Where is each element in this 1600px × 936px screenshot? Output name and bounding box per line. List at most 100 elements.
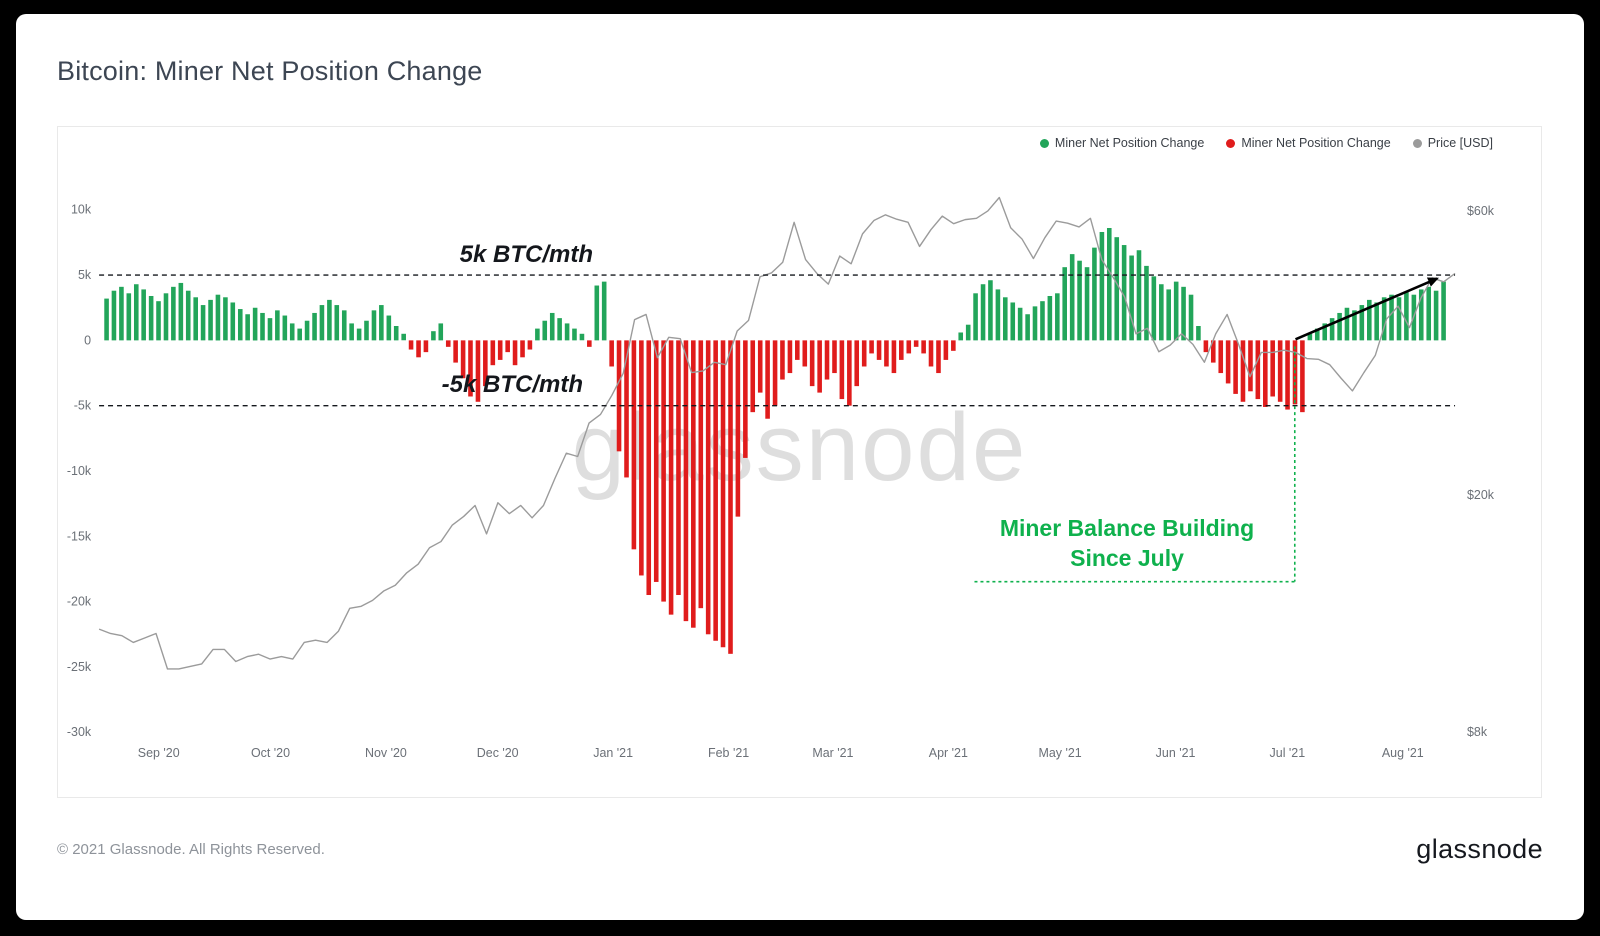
callout-line2: Since July	[1070, 545, 1184, 571]
bar-positive	[260, 312, 265, 341]
bar-positive	[579, 333, 585, 341]
copyright-text: © 2021 Glassnode. All Rights Reserved.	[57, 841, 325, 858]
lower-threshold-label: -5k BTC/mth	[441, 371, 583, 398]
bar-positive	[1173, 281, 1179, 341]
bar-positive	[1418, 289, 1424, 341]
bar-positive	[1389, 294, 1394, 341]
bar-positive	[215, 294, 221, 341]
bar-negative	[743, 340, 748, 458]
bar-negative	[921, 340, 926, 354]
bar-positive	[267, 318, 273, 341]
bar-positive	[1077, 260, 1082, 341]
bar-positive	[535, 328, 540, 341]
bar-negative	[1285, 340, 1290, 410]
bar-positive	[1159, 284, 1164, 341]
bar-negative	[861, 340, 867, 367]
bar-negative	[1248, 340, 1253, 392]
x-axis-tick: Feb '21	[708, 746, 749, 760]
y-axis-tick: 5k	[78, 268, 92, 282]
price-axis-tick: $60k	[1467, 204, 1495, 218]
bar-negative	[809, 340, 815, 387]
bar-negative	[847, 340, 852, 406]
bar-positive	[1433, 290, 1439, 341]
bar-positive	[438, 323, 444, 341]
bar-positive	[1322, 323, 1328, 341]
chart-card: Bitcoin: Miner Net Position Change glass…	[16, 14, 1584, 920]
bar-positive	[1344, 307, 1350, 341]
legend-item-miner-positive[interactable]: Miner Net Position Change	[1039, 136, 1204, 150]
bar-negative	[795, 340, 800, 360]
x-axis-tick: Jul '21	[1270, 746, 1306, 760]
bar-negative	[936, 340, 941, 374]
bar-positive	[549, 312, 555, 341]
bar-negative	[1225, 340, 1231, 384]
bar-positive	[1040, 301, 1045, 341]
bar-positive	[319, 305, 325, 341]
callout-line1: Miner Balance Building	[999, 515, 1255, 541]
bar-positive	[341, 310, 347, 341]
bar-positive	[401, 333, 406, 341]
chart-canvas: 10k 5k 0 -5k -10k -15k -20k -25k -30k $60k $20k $8k…	[67, 196, 1495, 760]
bar-positive	[542, 320, 548, 341]
footer: © 2021 Glassnode. All Rights Reserved. g…	[57, 834, 1543, 865]
bar-positive	[126, 293, 132, 341]
y-axis-tick: -25k	[67, 660, 92, 674]
y-axis-tick: 10k	[71, 203, 92, 217]
bar-negative	[728, 340, 733, 654]
legend-item-miner-negative[interactable]: Miner Net Position Change	[1226, 136, 1391, 150]
y-axis-tick: 0	[84, 333, 91, 347]
bar-positive	[1441, 281, 1446, 341]
bar-positive	[1010, 302, 1016, 341]
bar-negative	[624, 340, 629, 478]
bar-negative	[713, 340, 718, 641]
legend-dot-green-icon	[1039, 138, 1049, 148]
x-axis-tick: Apr '21	[929, 746, 968, 760]
bar-positive	[958, 332, 964, 341]
page-title: Bitcoin: Miner Net Position Change	[57, 56, 483, 86]
bar-positive	[1144, 265, 1149, 341]
bar-positive	[379, 305, 384, 341]
bar-positive	[1404, 292, 1409, 341]
bar-negative	[780, 340, 785, 380]
legend-label: Price [USD]	[1427, 136, 1493, 150]
bar-negative	[1218, 340, 1224, 374]
y-axis-tick: -15k	[67, 529, 92, 543]
bar-negative	[527, 340, 533, 350]
bar-positive	[1374, 302, 1379, 341]
bar-positive	[1099, 231, 1105, 341]
bar-positive	[1114, 237, 1120, 341]
bar-positive	[965, 324, 971, 341]
bar-positive	[1426, 286, 1432, 341]
x-axis-tick: May '21	[1039, 746, 1082, 760]
bar-positive	[185, 290, 191, 341]
bar-positive	[119, 286, 124, 341]
bar-negative	[497, 340, 503, 360]
bar-negative	[765, 340, 770, 419]
bar-positive	[1352, 310, 1357, 341]
glassnode-logo: glassnode	[1416, 834, 1543, 864]
bar-negative	[683, 340, 689, 622]
bar-negative	[913, 340, 919, 347]
bar-positive	[289, 323, 295, 341]
bar-positive	[1106, 227, 1112, 341]
bar-negative	[475, 340, 481, 402]
bar-positive	[312, 312, 317, 341]
bar-positive	[1025, 314, 1030, 341]
bar-negative	[698, 340, 704, 609]
y-axis-tick: -10k	[67, 464, 92, 478]
bar-positive	[601, 281, 607, 341]
bar-positive	[1121, 245, 1127, 341]
x-axis-tick: Oct '20	[251, 746, 290, 760]
bar-positive	[163, 293, 169, 341]
price-axis-tick: $20k	[1467, 488, 1495, 502]
bar-negative	[735, 340, 741, 517]
bar-positive	[1381, 297, 1387, 341]
legend-item-price[interactable]: Price [USD]	[1412, 136, 1493, 150]
bar-positive	[282, 315, 288, 341]
bar-positive	[356, 328, 362, 341]
bar-positive	[1337, 312, 1342, 341]
trend-arrow	[1295, 277, 1439, 341]
bar-positive	[1396, 297, 1402, 341]
bar-positive	[1307, 333, 1313, 341]
